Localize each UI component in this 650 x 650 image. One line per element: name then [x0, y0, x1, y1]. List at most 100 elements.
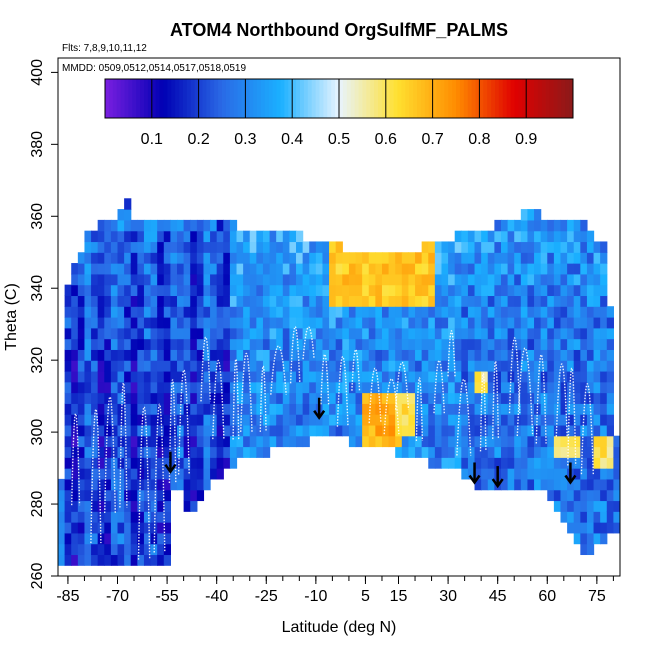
heatmap-cell: [494, 435, 502, 448]
colorbar-swatch: [346, 79, 352, 118]
heatmap-cell: [560, 338, 568, 350]
heatmap-cell: [606, 511, 614, 523]
heatmap-cell: [229, 230, 238, 243]
heatmap-cell: [157, 457, 165, 469]
heatmap-cell: [124, 468, 132, 480]
heatmap-cell: [395, 381, 403, 394]
heatmap-cell: [342, 295, 350, 307]
heatmap-cell: [434, 403, 443, 415]
heatmap-cell: [124, 370, 132, 383]
heatmap-cell: [586, 284, 595, 297]
heatmap-cell: [190, 424, 198, 437]
heatmap-cell: [368, 273, 376, 286]
heatmap-cell: [500, 424, 509, 437]
heatmap-cell: [461, 284, 469, 297]
heatmap-cell: [223, 392, 231, 404]
heatmap-cell: [520, 273, 529, 286]
heatmap-cell: [302, 360, 310, 372]
heatmap-cell: [249, 306, 257, 318]
heatmap-cell: [454, 230, 462, 243]
heatmap-cell: [223, 338, 231, 350]
heatmap-cell: [216, 424, 224, 437]
heatmap-cell: [560, 370, 568, 383]
heatmap-cell: [150, 284, 158, 297]
heatmap-cell: [421, 263, 429, 275]
heatmap-cell: [580, 370, 588, 383]
heatmap-cell: [315, 263, 324, 275]
heatmap-cell: [395, 360, 403, 372]
heatmap-cell: [355, 306, 363, 318]
heatmap-cell: [540, 424, 548, 437]
flight-track: [479, 373, 487, 452]
heatmap-cell: [124, 198, 132, 210]
heatmap-cell: [289, 284, 297, 297]
heatmap-cell: [388, 403, 396, 415]
heatmap-cell: [196, 403, 205, 415]
heatmap-cell: [104, 511, 112, 523]
heatmap-cell: [461, 295, 469, 307]
x-tick-label: 5: [361, 588, 370, 605]
heatmap-cell: [143, 478, 152, 491]
colorbar-swatch: [144, 79, 149, 118]
heatmap-cell: [514, 306, 522, 318]
heatmap-cell: [203, 414, 211, 426]
heatmap-cell: [262, 230, 271, 243]
heatmap-cell: [163, 360, 171, 372]
heatmap-cell: [593, 489, 601, 502]
heatmap-cell: [150, 241, 158, 253]
heatmap-cell: [170, 446, 178, 458]
heatmap-cell: [448, 317, 456, 329]
heatmap-cell: [600, 446, 608, 458]
heatmap-cell: [143, 403, 152, 415]
heatmap-cell: [421, 252, 429, 264]
heatmap-cell: [117, 435, 125, 448]
heatmap-cell: [381, 360, 390, 372]
heatmap-cell: [421, 392, 429, 404]
heatmap-cell: [580, 241, 588, 253]
heatmap-cell: [196, 349, 205, 361]
heatmap-cell: [309, 306, 317, 318]
heatmap-cell: [71, 468, 79, 480]
colorbar-swatch: [163, 79, 168, 118]
heatmap-cell: [282, 284, 291, 297]
heatmap-cell: [183, 457, 191, 469]
heatmap-cell: [481, 273, 489, 286]
heatmap-cell: [388, 424, 396, 437]
heatmap-cell: [309, 349, 317, 361]
heatmap-cell: [461, 370, 469, 383]
heatmap-cell: [527, 370, 535, 383]
colorbar-swatch: [444, 79, 449, 118]
heatmap-cell: [170, 338, 178, 350]
heatmap-cell: [256, 435, 264, 448]
heatmap-cell: [104, 252, 112, 264]
heatmap-cell: [157, 230, 165, 243]
heatmap-cell: [71, 263, 79, 275]
heatmap-cell: [196, 414, 205, 426]
heatmap-cell: [586, 392, 595, 404]
heatmap-cell: [276, 317, 284, 329]
heatmap-cell: [388, 338, 396, 350]
heatmap-cell: [97, 241, 105, 253]
heatmap-cell: [553, 273, 562, 286]
heatmap-cell: [97, 338, 105, 350]
heatmap-cell: [335, 360, 343, 372]
heatmap-cell: [296, 263, 304, 275]
heatmap-cell: [137, 306, 145, 318]
heatmap-cell: [454, 317, 462, 329]
heatmap-cell: [342, 381, 350, 394]
heatmap-cell: [104, 241, 112, 253]
heatmap-cell: [381, 273, 390, 286]
heatmap-cell: [553, 478, 562, 491]
heatmap-cell: [296, 284, 304, 297]
heatmap-cell: [130, 489, 138, 502]
heatmap-cell: [322, 403, 330, 415]
heatmap-cell: [388, 317, 396, 329]
heatmap-cell: [560, 317, 568, 329]
heatmap-cell: [289, 349, 297, 361]
heatmap-cell: [243, 295, 251, 307]
heatmap-cell: [289, 338, 297, 350]
colorbar-swatch: [541, 79, 547, 118]
heatmap-cell: [150, 252, 158, 264]
heatmap-cell: [355, 295, 363, 307]
heatmap-cell: [441, 263, 449, 275]
